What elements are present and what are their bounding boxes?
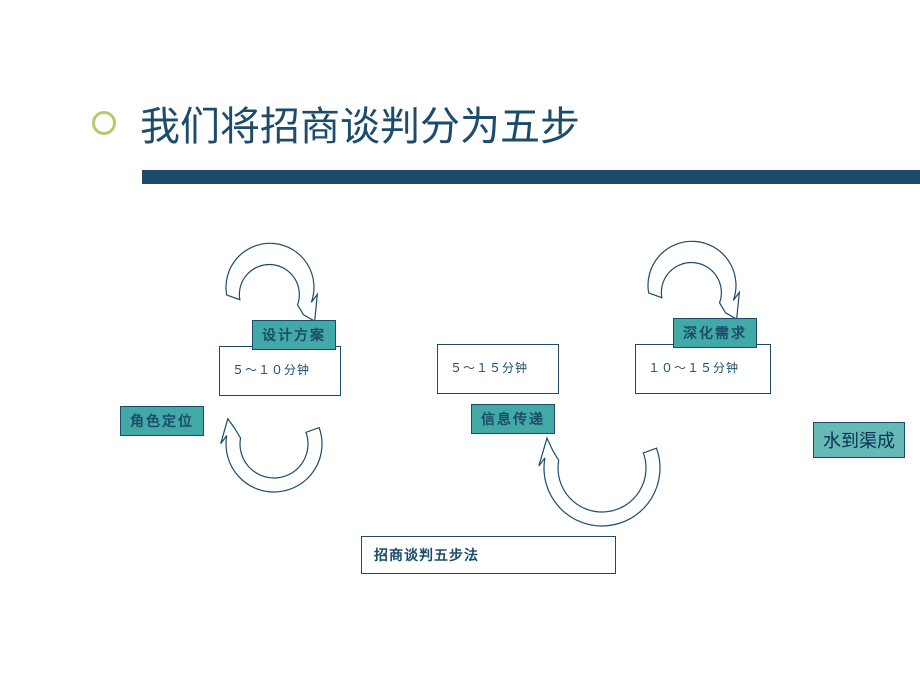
diagram-canvas: ５～１０分钟 ５～１５分钟 １０～１５分钟 角色定位 设计方案 信息传递 深化需…: [0, 0, 920, 690]
step-box-5: 水到渠成: [813, 422, 905, 458]
arrow-down-1: [202, 372, 346, 516]
caption-box: 招商谈判五步法: [361, 536, 616, 574]
arrow-up-1: [200, 242, 336, 378]
step-box-2: 设计方案: [252, 320, 336, 350]
step-box-1: 角色定位: [120, 406, 204, 436]
step-box-4: 深化需求: [673, 318, 757, 348]
step-box-3: 信息传递: [471, 404, 555, 434]
arrow-up-2: [622, 240, 758, 376]
